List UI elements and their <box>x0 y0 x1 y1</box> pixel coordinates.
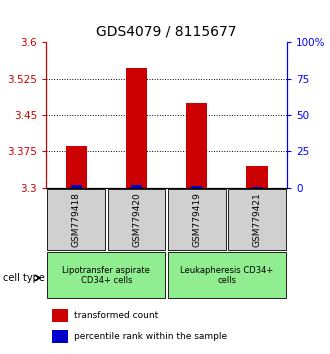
Bar <box>48 189 105 250</box>
Text: GSM779419: GSM779419 <box>192 192 201 247</box>
Bar <box>168 189 226 250</box>
Bar <box>48 252 165 298</box>
Bar <box>52 309 68 322</box>
Bar <box>108 189 165 250</box>
Text: transformed count: transformed count <box>74 311 158 320</box>
Bar <box>126 68 147 188</box>
Bar <box>168 252 286 298</box>
Text: cell type: cell type <box>3 273 45 283</box>
Text: percentile rank within the sample: percentile rank within the sample <box>74 332 227 341</box>
Bar <box>186 103 207 188</box>
Text: GSM779421: GSM779421 <box>252 192 261 247</box>
Text: GSM779420: GSM779420 <box>132 192 141 247</box>
Text: Lipotransfer aspirate
CD34+ cells: Lipotransfer aspirate CD34+ cells <box>62 266 150 285</box>
Bar <box>52 330 68 343</box>
Text: GSM779418: GSM779418 <box>72 192 81 247</box>
Bar <box>71 185 82 188</box>
Text: Leukapheresis CD34+
cells: Leukapheresis CD34+ cells <box>180 266 274 285</box>
Title: GDS4079 / 8115677: GDS4079 / 8115677 <box>96 24 237 39</box>
Bar <box>191 186 202 188</box>
Bar <box>251 187 262 188</box>
Bar <box>131 185 142 188</box>
Bar <box>247 166 268 188</box>
Bar <box>66 147 87 188</box>
Bar <box>228 189 286 250</box>
